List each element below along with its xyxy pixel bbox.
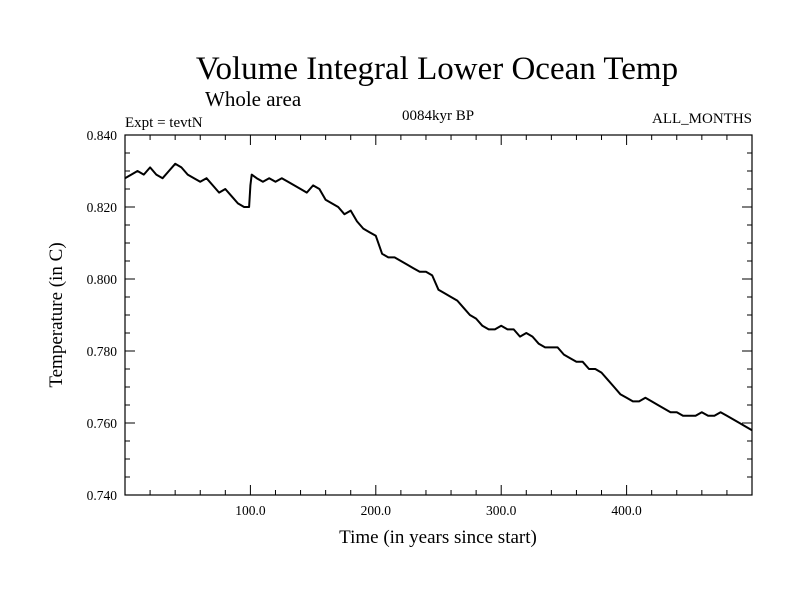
y-tick-label: 0.740 — [87, 488, 118, 503]
chart-subtitle: Whole area — [205, 87, 302, 111]
x-tick-label: 300.0 — [486, 503, 517, 518]
x-tick-label: 200.0 — [361, 503, 392, 518]
tick-labels: 100.0 200.0 300.0 400.0 0.740 0.760 0.780 0.800… — [87, 128, 642, 518]
y-tick-label: 0.840 — [87, 128, 118, 143]
x-tick-label: 100.0 — [235, 503, 266, 518]
y-axis-label: Temperature (in C) — [46, 242, 67, 387]
x-tick-label: 400.0 — [611, 503, 642, 518]
plot-frame — [124, 134, 753, 496]
annotation-expt: Expt = tevtN — [125, 115, 203, 131]
series-line-temperature — [124, 162, 753, 432]
y-tick-label: 0.760 — [87, 416, 118, 431]
axis-ticks — [125, 135, 752, 495]
y-tick-label: 0.800 — [87, 272, 118, 287]
annotation-months: ALL_MONTHS — [652, 111, 752, 127]
y-tick-label: 0.820 — [87, 200, 118, 215]
annotation-period: 0084kyr BP — [402, 108, 474, 124]
x-axis-label: Time (in years since start) — [339, 527, 537, 548]
y-tick-label: 0.780 — [87, 344, 118, 359]
chart-title: Volume Integral Lower Ocean Temp — [196, 51, 678, 87]
